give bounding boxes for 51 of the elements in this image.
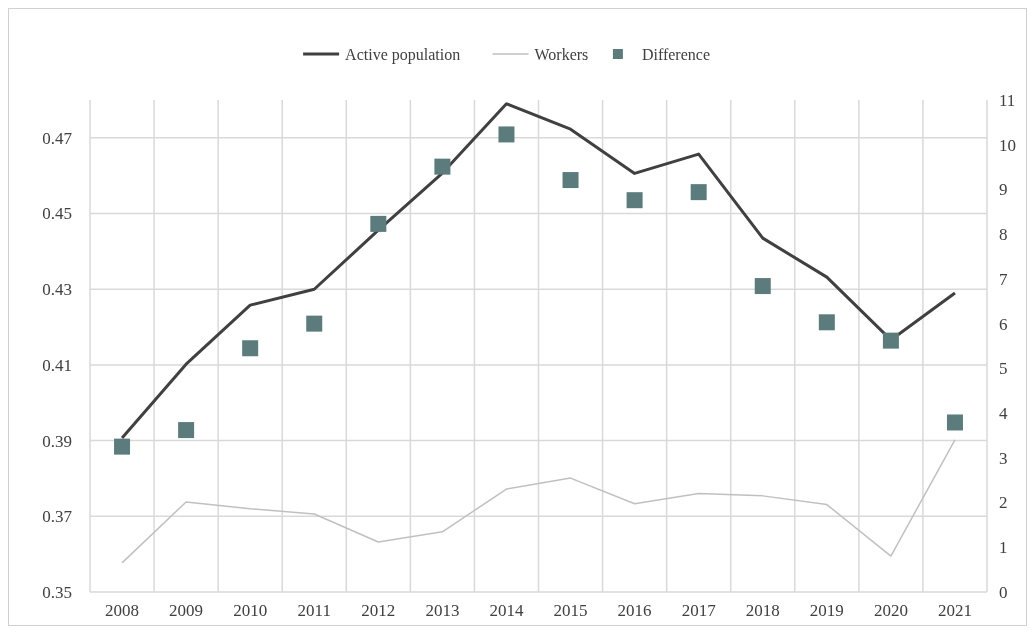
x-tick-label: 2016: [617, 601, 652, 620]
x-tick-label: 2014: [489, 601, 524, 620]
y2-tick-label: 10: [999, 135, 1016, 155]
point: [370, 215, 387, 232]
x-tick-label: 2020: [873, 601, 908, 620]
x-tick-label: 2019: [809, 601, 844, 620]
x-tick-label: 2013: [425, 601, 460, 620]
x-tick-label: 2008: [105, 601, 140, 620]
x-tick-label: 2012: [361, 601, 396, 620]
y2-tick-label: 9: [999, 180, 1008, 200]
y2-tick-label: 5: [999, 359, 1008, 379]
x-tick-label: 2017: [681, 601, 717, 620]
point: [818, 314, 835, 331]
point: [434, 158, 451, 175]
y-tick-label: 0.35: [42, 582, 72, 602]
legend-label: Workers: [534, 45, 589, 63]
x-tick-label: 2015: [553, 601, 588, 620]
point: [882, 332, 899, 349]
y-tick-label: 0.43: [42, 280, 72, 300]
point: [562, 172, 579, 189]
y2-tick-label: 2: [999, 493, 1008, 513]
x-tick-label: 2011: [297, 601, 331, 620]
y-tick-label: 0.39: [42, 431, 72, 451]
point: [498, 126, 515, 143]
legend-label: Difference: [641, 45, 711, 63]
y-tick-label: 0.45: [42, 204, 72, 224]
y2-tick-label: 3: [999, 448, 1008, 468]
y-tick-label: 0.41: [42, 355, 72, 375]
point: [306, 315, 323, 332]
point: [690, 184, 707, 201]
x-tick-label: 2021: [937, 601, 972, 620]
point: [946, 414, 963, 431]
x-tick-label: 2018: [745, 601, 780, 620]
y2-tick-label: 8: [999, 225, 1008, 245]
x-tick-label: 2010: [233, 601, 268, 620]
y2-tick-label: 4: [999, 404, 1008, 424]
legend-label: Active population: [345, 45, 461, 64]
point: [114, 438, 131, 455]
y2-tick-label: 6: [999, 314, 1008, 334]
point: [178, 422, 195, 439]
y2-tick-label: 0: [999, 582, 1008, 602]
point: [626, 192, 643, 209]
y-tick-label: 0.37: [42, 507, 73, 527]
y2-tick-label: 11: [999, 90, 1016, 110]
y2-tick-label: 7: [999, 269, 1008, 289]
x-tick-label: 2009: [169, 601, 204, 620]
y2-tick-label: 1: [999, 538, 1008, 558]
point: [754, 278, 771, 295]
y-tick-label: 0.47: [42, 128, 73, 148]
point: [242, 340, 259, 357]
line-series: [121, 439, 956, 564]
